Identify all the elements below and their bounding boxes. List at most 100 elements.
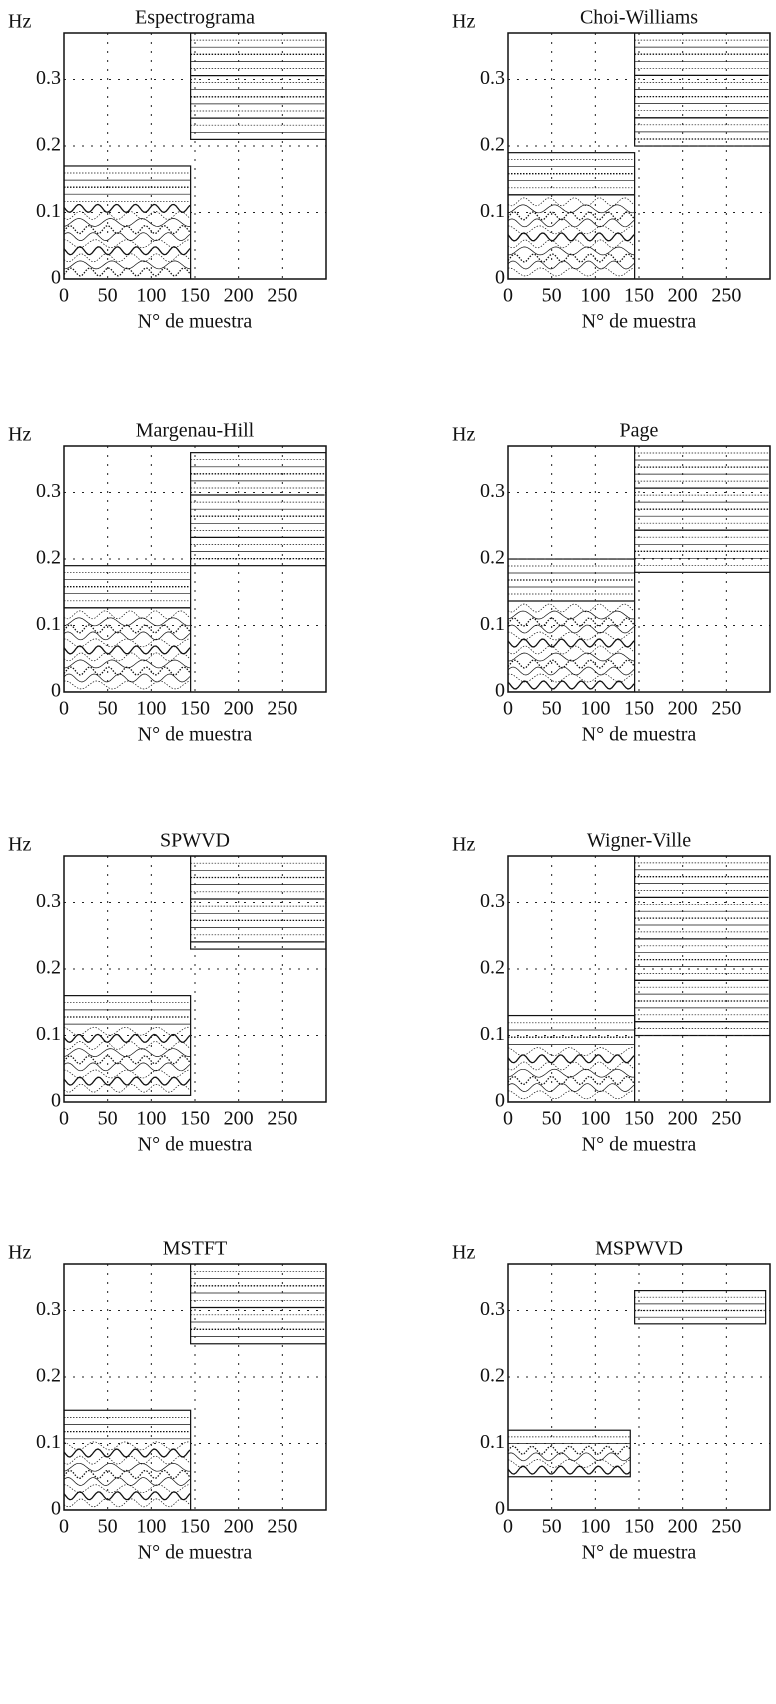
contour-line bbox=[508, 232, 635, 242]
panel: 0 50 100 150 200 250 0 0.1 0.2 0.3 MSPWVD Hz N° de m… bbox=[452, 1238, 771, 1564]
contour-line bbox=[508, 1445, 631, 1455]
x-axis-label: N° de muestra bbox=[138, 311, 253, 333]
panel: 0 50 100 150 200 250 0 0.1 0.2 0.3 Espectrograma Hz… bbox=[8, 7, 327, 333]
contour-line bbox=[64, 1491, 191, 1501]
y-tick-label: 0.2 bbox=[36, 1365, 61, 1387]
x-tick-label: 100 bbox=[136, 1108, 166, 1130]
plot-frame bbox=[63, 1263, 327, 1511]
contour-line bbox=[64, 1054, 191, 1065]
x-tick-label: 150 bbox=[180, 1516, 210, 1538]
y-axis-label: Hz bbox=[8, 834, 31, 856]
x-tick-label: 50 bbox=[542, 1108, 562, 1130]
contour-line bbox=[508, 218, 635, 228]
contour-lines bbox=[634, 862, 769, 1029]
x-tick-label: 0 bbox=[59, 285, 69, 307]
contour-lines bbox=[508, 159, 635, 277]
energy-band bbox=[64, 1409, 192, 1510]
x-tick-label: 250 bbox=[711, 698, 741, 720]
y-tick-label: 0.3 bbox=[480, 480, 505, 502]
y-tick-label: 0.1 bbox=[480, 613, 505, 635]
contour-lines bbox=[64, 1417, 191, 1508]
contour-line bbox=[508, 631, 635, 641]
x-tick-label: 0 bbox=[59, 1516, 69, 1538]
plot-frame bbox=[63, 855, 327, 1103]
contour-line bbox=[508, 239, 635, 249]
y-axis-label: Hz bbox=[8, 11, 31, 33]
contour-line bbox=[508, 1068, 634, 1078]
y-axis-label: Hz bbox=[452, 834, 475, 856]
x-tick-label: 200 bbox=[668, 698, 698, 720]
panel: 0 50 100 150 200 250 0 0.1 0.2 0.3 SPWVD Hz N° de mu… bbox=[8, 830, 327, 1156]
y-tick-label: 0.3 bbox=[480, 1298, 505, 1320]
x-tick-label: 200 bbox=[224, 698, 254, 720]
y-axis-label: Hz bbox=[452, 1242, 475, 1264]
x-tick-label: 200 bbox=[668, 285, 698, 307]
contour-lines bbox=[634, 39, 769, 140]
panel: 0 50 100 150 200 250 0 0.1 0.2 0.3 Choi-Williams Hz… bbox=[452, 7, 771, 333]
x-tick-label: 100 bbox=[580, 285, 610, 307]
x-tick-label: 150 bbox=[624, 285, 654, 307]
y-axis-label: Hz bbox=[452, 11, 475, 33]
x-axis-label: N° de muestra bbox=[138, 1134, 253, 1156]
contour-line bbox=[64, 645, 191, 655]
contour-lines bbox=[190, 862, 325, 943]
plot-frame bbox=[507, 445, 771, 693]
chart-title: Choi-Williams bbox=[580, 7, 698, 29]
contour-line bbox=[64, 631, 191, 641]
x-axis-label: N° de muestra bbox=[582, 311, 697, 333]
contour-line bbox=[508, 1452, 631, 1462]
y-tick-label: 0.2 bbox=[480, 134, 505, 156]
x-tick-label: 250 bbox=[267, 285, 297, 307]
x-tick-label: 250 bbox=[267, 1516, 297, 1538]
contour-line bbox=[64, 1069, 191, 1079]
x-tick-label: 150 bbox=[180, 698, 210, 720]
x-tick-label: 250 bbox=[711, 1108, 741, 1130]
x-tick-label: 0 bbox=[59, 698, 69, 720]
chart-title: Page bbox=[620, 420, 659, 442]
contour-line bbox=[508, 659, 635, 669]
chart-title: Espectrograma bbox=[135, 7, 255, 29]
x-tick-label: 50 bbox=[542, 285, 562, 307]
contour-lines bbox=[64, 172, 191, 277]
contour-line bbox=[64, 673, 191, 683]
y-tick-label: 0.2 bbox=[36, 547, 61, 569]
contour-line bbox=[508, 666, 635, 676]
contour-lines bbox=[634, 452, 769, 566]
contour-line bbox=[64, 1484, 191, 1493]
y-tick-label: 0.2 bbox=[36, 134, 61, 156]
energy-band bbox=[634, 1289, 767, 1325]
contour-line bbox=[508, 1083, 635, 1092]
x-axis-label: N° de muestra bbox=[582, 1542, 697, 1564]
contour-lines bbox=[190, 39, 325, 133]
plot-frame bbox=[507, 1263, 771, 1511]
x-tick-label: 150 bbox=[180, 285, 210, 307]
x-axis-label: N° de muestra bbox=[138, 724, 253, 746]
x-tick-label: 100 bbox=[580, 1108, 610, 1130]
x-tick-label: 100 bbox=[580, 1516, 610, 1538]
energy-band bbox=[64, 165, 192, 279]
contour-line bbox=[508, 603, 635, 613]
contour-line bbox=[508, 253, 635, 263]
y-tick-label: 0.3 bbox=[36, 1298, 61, 1320]
energy-band bbox=[508, 152, 636, 279]
x-tick-label: 200 bbox=[224, 1108, 254, 1130]
y-tick-label: 0.1 bbox=[480, 1431, 505, 1453]
contour-line bbox=[64, 1076, 191, 1086]
contour-line bbox=[64, 1033, 191, 1044]
contour-line bbox=[508, 1054, 635, 1064]
x-tick-label: 100 bbox=[136, 285, 166, 307]
x-tick-label: 250 bbox=[711, 285, 741, 307]
x-tick-label: 0 bbox=[503, 698, 513, 720]
contour-line bbox=[508, 645, 635, 655]
x-tick-label: 200 bbox=[668, 1108, 698, 1130]
x-axis-label: N° de muestra bbox=[138, 1542, 253, 1564]
panel: 0 50 100 150 200 250 0 0.1 0.2 0.3 Page Hz N° de mue… bbox=[452, 420, 771, 746]
y-tick-label: 0.3 bbox=[480, 890, 505, 912]
x-axis-label: N° de muestra bbox=[582, 1134, 697, 1156]
panel: 0 50 100 150 200 250 0 0.1 0.2 0.3 Wigner-Ville Hz N… bbox=[452, 830, 771, 1156]
x-tick-label: 0 bbox=[503, 1516, 513, 1538]
plot-frame bbox=[507, 32, 771, 280]
contour-line bbox=[508, 267, 635, 277]
x-tick-label: 50 bbox=[98, 698, 118, 720]
